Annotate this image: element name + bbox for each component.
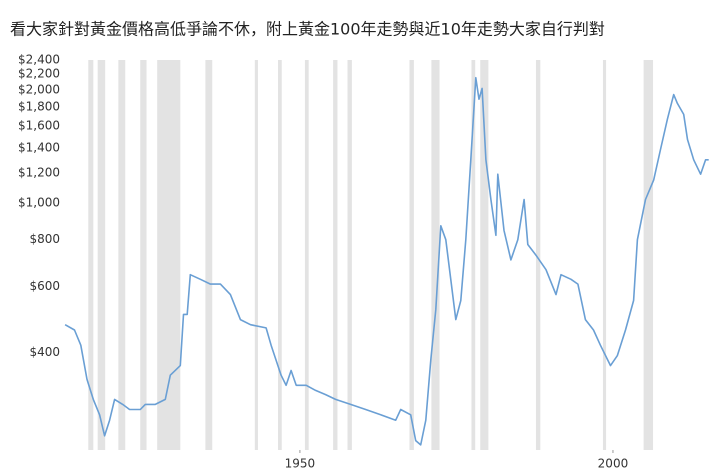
recession-band [205, 60, 213, 450]
recession-band [140, 60, 147, 450]
recession-band [471, 60, 476, 450]
recession-band [157, 60, 181, 450]
recession-band [97, 60, 106, 450]
recession-band [333, 60, 338, 450]
price-line [64, 76, 709, 446]
y-tick-label: $1,200 [18, 166, 60, 180]
y-tick-label: $400 [29, 345, 60, 359]
y-tick-label: $800 [29, 232, 60, 246]
y-tick-label: $600 [29, 279, 60, 293]
recession-band [602, 60, 607, 450]
y-tick-label: $2,200 [18, 67, 60, 81]
y-tick-label: $1,600 [18, 119, 60, 133]
recession-band [643, 60, 654, 450]
recession-band [278, 60, 282, 450]
recession-band [431, 60, 440, 450]
recession-band [304, 60, 309, 450]
recession-band [535, 60, 541, 450]
recession-band [88, 60, 94, 450]
recession-band [347, 60, 352, 450]
y-tick-label: $1,400 [18, 140, 60, 154]
chart-title: 看大家針對黃金價格高低爭論不休，附上黃金100年走勢與近10年走勢大家自行判對 [10, 20, 605, 39]
y-tick-label: $1,800 [18, 99, 60, 113]
recession-band [409, 60, 414, 450]
y-tick-label: $1,000 [18, 195, 60, 209]
y-tick-label: $2,400 [18, 53, 60, 67]
y-tick-label: $2,000 [18, 82, 60, 96]
x-tick-label: 1950 [285, 457, 316, 471]
x-tick-label: 2000 [598, 457, 629, 471]
recession-band [254, 60, 258, 450]
recession-band [118, 60, 126, 450]
recession-band [480, 60, 489, 450]
